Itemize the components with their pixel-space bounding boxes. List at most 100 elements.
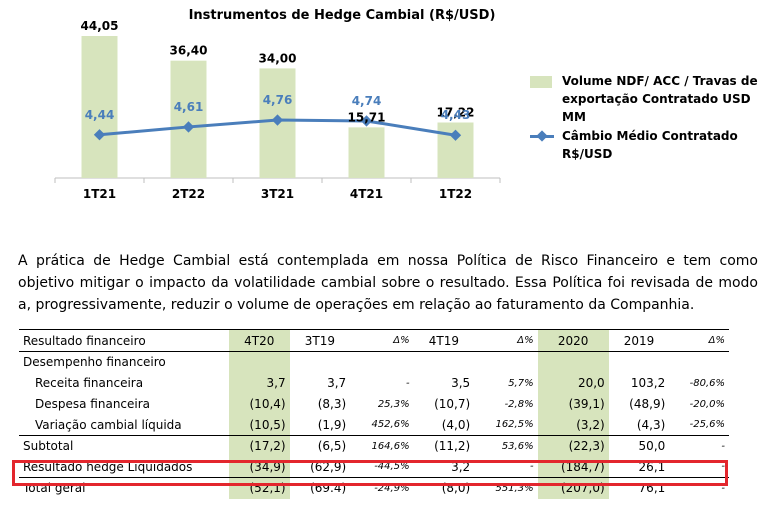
table-cell [537, 351, 609, 373]
category-label: 4T21 [350, 187, 383, 201]
bar-value-label: 44,05 [81, 19, 119, 33]
line-value-label: 4,43 [441, 108, 471, 122]
table-cell: 164,6% [350, 435, 414, 457]
table-cell: 2019 [608, 329, 670, 352]
table-cell: 3,2 [451, 459, 471, 474]
table-cell: (10,4) [229, 393, 290, 415]
bar-value-label: 17,22 [437, 105, 475, 119]
row-label: Desempenho financeiro [23, 355, 166, 370]
table-cell: 4T19 [413, 329, 475, 352]
category-label: 1T22 [439, 187, 472, 201]
labels-layer: 44,05 1T21 36,40 2T22 34,00 3T21 15,71 4T21 17,2… [81, 19, 475, 201]
table-cell: 4T20 [229, 329, 290, 352]
line-value-label: 4,61 [174, 100, 204, 114]
line-value-label: 4,44 [85, 108, 115, 122]
row-label: Resultado financeiro [19, 329, 229, 352]
table-cell: - [721, 461, 725, 473]
row-label: Subtotal [19, 435, 229, 457]
table-cell: (3,2) [537, 414, 609, 436]
table-cell: (10,7) [434, 397, 471, 411]
bar-1T21 [81, 36, 118, 178]
table-cell: (48,9) [629, 397, 666, 411]
chart-title: Instrumentos de Hedge Cambial (R$/USD) [189, 8, 496, 23]
legend-bar-label: Volume NDF/ ACC / Travas de exportação C… [562, 74, 758, 124]
table-cell: 26,1 [638, 459, 666, 474]
table-cell [414, 352, 475, 373]
table-cell: 50,0 [608, 435, 670, 457]
table-cell: 551,3% [474, 477, 538, 499]
bar-4T21 [348, 127, 385, 178]
row-label: Variação cambial líquida [35, 417, 182, 432]
highlight-box [12, 460, 728, 486]
table-cell: (1,9) [317, 417, 347, 432]
legend-line-label: Câmbio Médio Contratado R$/USD [562, 129, 738, 161]
table-cell: 53,6% [474, 435, 538, 457]
table-cell: 3,7 [229, 372, 290, 394]
bar-value-label: 36,40 [170, 44, 208, 58]
table-cell: -80,6% [689, 377, 725, 389]
table-cell: (11,2) [413, 435, 475, 457]
line-value-label: 4,74 [352, 94, 382, 108]
bar-value-label: 34,00 [259, 51, 297, 65]
line-point-1T22 [449, 129, 462, 141]
financial-result-table: Resultado financeiro 4T20 3T19 Δ% 4T19 Δ% 2020… [19, 329, 729, 499]
table-row: Variação cambial líquida (10,5) (1,9) 452,6… [19, 414, 729, 436]
table-header-row: Resultado financeiro 4T20 3T19 Δ% 4T19 Δ% 2020… [19, 329, 729, 352]
table-cell: (4,0) [441, 417, 471, 432]
category-label: 2T22 [172, 187, 205, 201]
plot-frame [54, 177, 501, 183]
table-cell: (17,2) [229, 435, 290, 457]
table-row: Total geral (52,1) (69.4) -24,9% (8,0) 551,3%… [19, 477, 729, 499]
hedge-policy-paragraph: A prática de Hedge Cambial está contempl… [18, 253, 758, 313]
table-cell: -24,9% [350, 477, 414, 499]
table-cell: - [529, 461, 534, 473]
table-cell: Δ% [669, 329, 729, 352]
line-value-label: 4,76 [263, 93, 293, 107]
table-row: Desempenho financeiro [19, 351, 729, 373]
bar-2T22 [170, 60, 207, 178]
table-row: Despesa financeira (10,4) (8,3) 25,3% (10,7)… [19, 393, 729, 415]
table-cell: -44,5% [374, 461, 410, 473]
table-cell: Δ% [350, 329, 414, 352]
table-cell: 3,7 [327, 376, 347, 390]
category-label: 1T21 [83, 187, 116, 201]
category-label: 3T21 [261, 187, 294, 201]
table-cell [290, 352, 351, 373]
table-cell: 2020 [537, 329, 609, 352]
table-cell: (8,3) [317, 397, 347, 411]
table-cell: (6,5) [289, 435, 351, 457]
table-cell: 5,7% [508, 377, 534, 389]
table-cell: (10,5) [229, 414, 290, 436]
table-row: Subtotal (17,2) (6,5) 164,6% (11,2) 53,6% (22,… [19, 435, 729, 457]
table-cell: - [405, 377, 410, 389]
table-cell: -25,6% [689, 419, 725, 431]
table-cell: (52,1) [229, 477, 290, 499]
legend-line-swatch [530, 135, 554, 138]
table-cell: 3,5 [451, 376, 471, 390]
table-cell: 3T19 [289, 329, 351, 352]
table-cell: 20,0 [537, 372, 609, 394]
table-cell: - [669, 435, 729, 457]
table-cell: 452,6% [371, 419, 410, 431]
table-cell [609, 352, 670, 373]
table-cell: (22,3) [537, 435, 609, 457]
table-cell: -2,8% [504, 398, 534, 410]
table-cell: - [669, 477, 729, 499]
table-cell [669, 352, 729, 373]
table-cell [474, 352, 537, 373]
legend-bar-swatch [530, 76, 552, 88]
table-cell [229, 351, 290, 373]
row-label: Receita financeira [35, 376, 144, 390]
table-cell: (62,9) [310, 459, 347, 474]
table-cell: -20,0% [689, 398, 725, 410]
row-label: Resultado hedge Liquidados [23, 459, 193, 474]
hedge-chart: Instrumentos de Hedge Cambial (R$/USD) 4… [54, 8, 501, 201]
row-label: Despesa financeira [35, 397, 151, 411]
table-row: Receita financeira 3,7 3,7 - 3,5 5,7% 20,0 103,… [19, 372, 729, 394]
table-cell: 103,2 [630, 376, 666, 390]
table-cell: 25,3% [377, 398, 410, 410]
table-cell [350, 352, 413, 373]
bar-value-label: 15,71 [348, 110, 386, 124]
table-cell: (4,3) [636, 417, 666, 432]
table-cell: (39,1) [537, 393, 609, 415]
